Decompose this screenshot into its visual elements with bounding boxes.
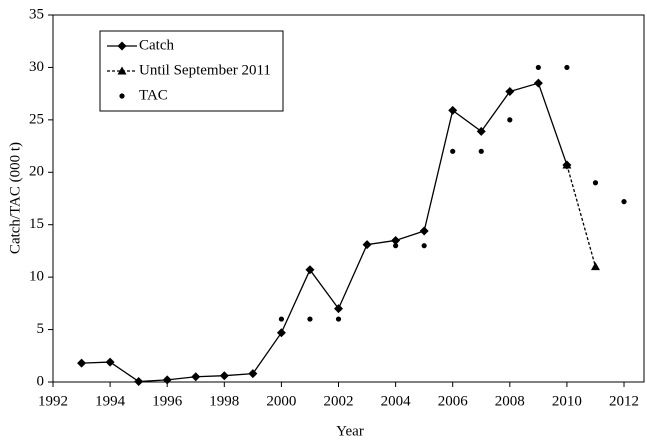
data-point xyxy=(590,262,600,271)
data-point xyxy=(134,376,144,386)
x-tick-label: 1994 xyxy=(95,393,126,409)
x-tick-label: 1992 xyxy=(38,393,68,409)
x-tick-label: 2002 xyxy=(324,393,354,409)
legend-box xyxy=(99,30,284,112)
y-tick-label: 35 xyxy=(29,6,44,22)
x-tick-label: 2004 xyxy=(381,393,412,409)
data-point xyxy=(334,304,344,314)
series-line xyxy=(566,164,597,267)
y-tick-label: 10 xyxy=(29,269,44,285)
data-point xyxy=(248,369,258,379)
legend-marker xyxy=(119,93,125,99)
data-point xyxy=(533,78,543,88)
data-point xyxy=(391,235,401,245)
legend-marker xyxy=(117,66,127,75)
plot-frame xyxy=(52,14,645,383)
data-point xyxy=(191,372,201,382)
data-point xyxy=(476,126,486,136)
data-point xyxy=(393,243,399,249)
x-tick-label: 2008 xyxy=(495,393,525,409)
y-axis-label: Catch/TAC (000 t) xyxy=(7,142,23,254)
data-point xyxy=(335,316,342,322)
y-tick-label: 0 xyxy=(37,373,45,389)
data-point xyxy=(562,160,572,169)
data-point xyxy=(505,87,515,97)
data-point xyxy=(305,265,315,275)
data-point xyxy=(478,148,484,154)
x-tick-label: 2000 xyxy=(266,393,296,409)
x-tick-label: 2012 xyxy=(609,393,639,409)
data-point xyxy=(276,328,286,338)
legend-label: Until September 2011 xyxy=(139,62,271,78)
data-point xyxy=(421,243,427,249)
data-point xyxy=(278,316,285,322)
data-point xyxy=(219,371,229,381)
data-point xyxy=(105,357,115,367)
x-tick-label: 1996 xyxy=(152,393,183,409)
y-tick-label: 30 xyxy=(29,59,44,75)
data-point xyxy=(77,358,87,368)
legend-label: Catch xyxy=(139,37,174,53)
y-tick-label: 20 xyxy=(29,164,44,180)
y-tick-label: 15 xyxy=(29,216,44,232)
legend-marker xyxy=(117,41,127,51)
y-tick-label: 5 xyxy=(37,321,45,337)
data-point xyxy=(592,180,599,186)
data-point xyxy=(307,316,313,322)
data-point xyxy=(362,240,372,250)
y-tick-label: 25 xyxy=(29,111,44,127)
data-point xyxy=(507,117,513,123)
x-tick-label: 2006 xyxy=(438,393,469,409)
x-tick-label: 1998 xyxy=(209,393,239,409)
x-tick-label: 2010 xyxy=(552,393,582,409)
data-point xyxy=(419,226,429,236)
series-line xyxy=(81,82,568,383)
data-point xyxy=(564,64,570,71)
data-point xyxy=(621,199,627,205)
data-point xyxy=(450,148,456,154)
data-point xyxy=(162,375,172,385)
legend-label: TAC xyxy=(139,87,168,103)
data-point xyxy=(535,64,541,71)
data-point xyxy=(448,105,458,115)
x-axis-label: Year xyxy=(336,423,364,439)
